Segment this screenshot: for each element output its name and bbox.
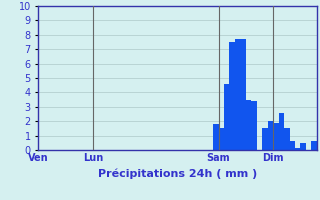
Bar bbox=[284, 128, 290, 150]
X-axis label: Précipitations 24h ( mm ): Précipitations 24h ( mm ) bbox=[98, 168, 257, 179]
Bar bbox=[224, 84, 229, 150]
Bar bbox=[295, 148, 300, 150]
Bar bbox=[251, 101, 257, 150]
Bar bbox=[229, 42, 235, 150]
Bar bbox=[235, 39, 240, 150]
Bar bbox=[279, 113, 284, 150]
Bar bbox=[300, 143, 306, 150]
Bar bbox=[262, 128, 268, 150]
Bar bbox=[290, 141, 295, 150]
Bar bbox=[268, 121, 273, 150]
Bar bbox=[246, 100, 251, 150]
Bar bbox=[273, 123, 279, 150]
Bar bbox=[219, 128, 224, 150]
Bar bbox=[240, 39, 246, 150]
Bar bbox=[311, 141, 317, 150]
Bar bbox=[213, 124, 219, 150]
